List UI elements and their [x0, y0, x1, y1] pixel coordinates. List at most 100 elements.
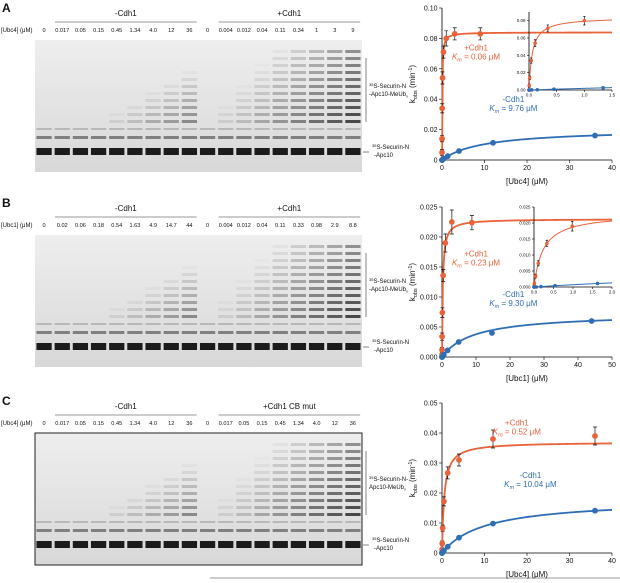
- gel-band: [163, 521, 179, 523]
- panel-label: B: [2, 196, 11, 210]
- gel-band: [181, 294, 198, 297]
- y-tick-label: 0.010: [519, 253, 531, 258]
- gel-band: [272, 331, 288, 334]
- gel-band: [54, 128, 70, 130]
- gel-band: [218, 128, 234, 130]
- y-tick-label: 0.06: [517, 36, 526, 41]
- gel-band: [163, 106, 179, 109]
- group-label: +Cdh1: [277, 204, 301, 213]
- gel-band: [272, 252, 288, 255]
- gel-band: [272, 71, 288, 74]
- gel-band: [182, 464, 197, 467]
- gel-band: [308, 92, 325, 95]
- gel-band: [327, 492, 343, 495]
- gel-band: [290, 323, 307, 325]
- y-tick-label: 0.005: [519, 269, 531, 274]
- gel-band: [36, 529, 52, 532]
- label-text: -Apc10-MeUb: [369, 287, 407, 293]
- gel-band: [290, 471, 307, 474]
- gel-band: [127, 499, 143, 502]
- gel-band: [236, 294, 252, 297]
- gel-band: [254, 323, 270, 325]
- data-point: [536, 261, 541, 266]
- gel-band: [308, 57, 325, 60]
- gel-band: [254, 64, 269, 67]
- gel-band: [182, 266, 197, 269]
- y-tick-label: 0.015: [420, 264, 438, 271]
- gel-band: [236, 92, 252, 95]
- lane-label: 0.98: [311, 223, 322, 229]
- gel-band: [145, 128, 161, 130]
- km-symbol: K: [504, 480, 510, 489]
- gel-band: [327, 57, 343, 60]
- y-axis-label: kobs (min-1): [408, 263, 419, 302]
- gel-band: [272, 92, 288, 95]
- chart: 0 10 20 30 40 0 0.02 0.04 0.06 0.08 0.10 [Ubc4] (μM…: [408, 5, 616, 186]
- gel-band: [218, 521, 234, 523]
- data-point: [456, 148, 462, 154]
- gel-band: [54, 148, 70, 155]
- gel-band: [109, 331, 125, 334]
- km-value: = 0.23 μM: [462, 259, 501, 268]
- label-text: S-Securin-N: [373, 84, 406, 90]
- gel-band: [308, 464, 325, 467]
- gel-band: [199, 323, 216, 325]
- lane-label: 0.45: [275, 421, 286, 427]
- km-subscript: m: [457, 58, 462, 64]
- gel-band: [127, 541, 143, 548]
- lane-label: 0.45: [111, 421, 122, 427]
- gel-band: [290, 120, 307, 123]
- fit-curve: [528, 19, 613, 91]
- gel-band: [308, 301, 325, 304]
- gel-band: [72, 128, 89, 130]
- data-point: [570, 224, 575, 228]
- gel-band: [163, 343, 179, 350]
- gel-band: [308, 457, 325, 460]
- panel-label: A: [2, 1, 11, 15]
- gel-band: [163, 113, 179, 116]
- subscript: x: [406, 94, 408, 99]
- gel-band: [308, 521, 325, 523]
- gel-band: [345, 308, 361, 311]
- gel-band: [109, 343, 125, 350]
- gel-band: [236, 343, 252, 350]
- gel-band: [308, 513, 325, 516]
- gel-band: [236, 120, 252, 123]
- gel-band: [327, 136, 343, 139]
- gel-band: [290, 245, 307, 248]
- gel-band: [272, 457, 288, 460]
- gel: [34, 432, 363, 566]
- gel-band: [345, 92, 361, 95]
- gel-band: [236, 323, 252, 325]
- gel-band: [181, 85, 198, 88]
- gel-band: [181, 136, 198, 139]
- gel-band: [236, 85, 251, 88]
- gel-band: [345, 301, 361, 304]
- gel-band: [54, 343, 70, 350]
- label-text: S-Securin-N: [373, 279, 406, 285]
- gel-band: [127, 521, 143, 523]
- gel-band: [327, 541, 343, 548]
- km-subscript: m: [457, 264, 462, 270]
- gel-band: [327, 128, 343, 130]
- gel-band: [254, 294, 270, 297]
- ladder-label: Apc10-MeUbx: [369, 485, 406, 492]
- data-point: [552, 87, 556, 92]
- gel-band: [254, 136, 270, 139]
- gel-band: [345, 331, 361, 334]
- label-text: ): [408, 65, 417, 68]
- gel-band: [236, 99, 252, 102]
- gel-band: [218, 120, 234, 123]
- lane-label: 0.012: [237, 223, 251, 229]
- lane-label: 4.0: [149, 421, 157, 427]
- gel-band: [236, 478, 251, 481]
- gel-band: [290, 136, 307, 139]
- lane-label: 0.004: [219, 28, 233, 34]
- conc-label: [Ubc4] (μM): [1, 28, 32, 34]
- gel-band: [163, 492, 179, 495]
- series-label: +Cdh1: [505, 419, 529, 428]
- gel-band: [163, 301, 179, 304]
- x-tick-label: 30: [566, 165, 574, 172]
- gel-band: [72, 323, 89, 325]
- gel-band: [90, 521, 107, 523]
